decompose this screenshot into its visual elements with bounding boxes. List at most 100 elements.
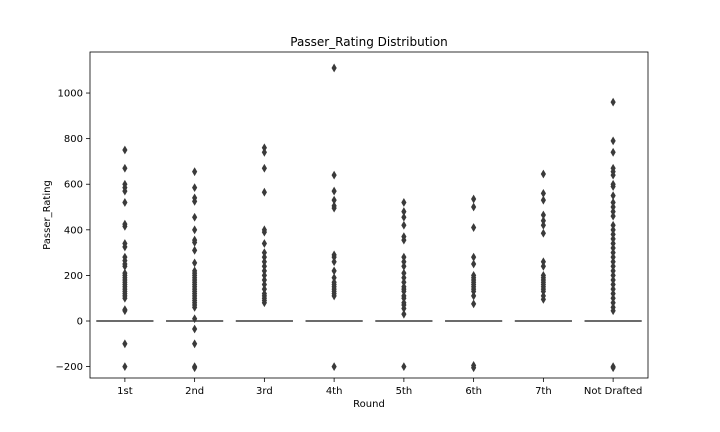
y-tick-label: 600 [64,180,83,191]
outlier-point [540,188,546,198]
y-tick-label: −200 [56,362,83,373]
outlier-point [540,261,546,271]
x-tick-label: 6th [465,386,482,397]
outlier-point [610,252,616,262]
outlier-point [610,136,616,146]
y-tick-label: 200 [64,271,83,282]
outlier-point [261,280,267,289]
outlier-point [261,252,267,262]
outlier-point [192,167,198,177]
outlier-point [331,195,337,205]
outlier-point [261,275,267,285]
outlier-point [122,293,128,303]
outlier-point [610,280,616,289]
outlier-point [192,245,198,255]
y-tick-label: 800 [64,134,83,145]
outlier-point [331,266,337,276]
outlier-point [401,198,407,207]
x-tick-label: 4th [326,386,343,397]
outlier-point [610,248,616,258]
x-tick-label: Not Drafted [584,386,642,397]
outlier-point [261,257,267,267]
outlier-point [401,273,407,283]
outlier-point [401,220,407,230]
outlier-point [610,207,616,216]
outlier-point [610,220,616,230]
outlier-point [261,248,267,258]
outlier-point [122,306,128,316]
outlier-point [192,258,198,268]
x-tick-label: 2nd [185,386,204,397]
chart-title: Passer_Rating Distribution [290,35,447,49]
outlier-point [192,363,198,373]
outlier-point [261,147,267,157]
outlier-point [540,216,546,226]
outlier-point [192,324,198,334]
outlier-point [610,243,616,253]
outlier-point [610,306,616,316]
outlier-point [401,362,407,372]
outlier-point [471,299,477,309]
outlier-point [122,362,128,372]
outlier-point [610,97,616,107]
outlier-point [540,294,546,304]
outlier-point [261,284,267,294]
outlier-point [610,271,616,280]
outlier-point [610,289,616,299]
outlier-point [261,261,267,271]
outlier-point [610,261,616,271]
outlier-point [122,163,128,173]
outlier-point [540,228,546,238]
y-tick-label: 400 [64,225,83,236]
outlier-point [331,186,337,196]
outlier-point [471,202,477,212]
outlier-point [192,225,198,235]
plot-frame [89,51,649,379]
outlier-point [401,257,407,267]
outlier-point [540,286,546,296]
outlier-point [331,170,337,180]
outlier-point [610,257,616,267]
outlier-point [471,286,477,296]
outlier-point [401,235,407,245]
outlier-point [610,363,616,373]
y-tick-label: 1000 [58,89,83,100]
outlier-point [540,195,546,205]
outlier-point [331,291,337,301]
outlier-point [610,182,616,191]
outlier-point [192,196,198,206]
outlier-point [192,302,198,312]
outlier-point [122,198,128,207]
outlier-point [122,261,128,271]
outlier-point [122,221,128,231]
outlier-point [610,298,616,308]
outlier-point [610,211,616,221]
outlier-point [401,304,407,313]
outlier-point [610,147,616,157]
outlier-point [331,203,337,213]
outlier-point [331,63,337,73]
outlier-point [192,183,198,193]
outlier-point [261,187,267,197]
x-tick-label: 1st [117,386,133,397]
outlier-point [401,309,407,319]
outlier-point [610,234,616,244]
outlier-point [610,191,616,201]
outlier-point [401,261,407,271]
outlier-point [610,229,616,239]
outlier-point [610,170,616,180]
outlier-point [122,242,128,252]
outlier-point [471,194,477,204]
outlier-point [192,314,198,324]
outlier-point [122,339,128,349]
outlier-point [261,143,267,153]
outlier-point [471,259,477,269]
outlier-point [192,212,198,222]
outlier-point [401,277,407,287]
outlier-point [471,363,477,373]
outlier-point [261,266,267,276]
outlier-point [331,362,337,372]
y-axis-label: Passer_Rating [42,180,53,250]
outlier-point [401,207,407,216]
